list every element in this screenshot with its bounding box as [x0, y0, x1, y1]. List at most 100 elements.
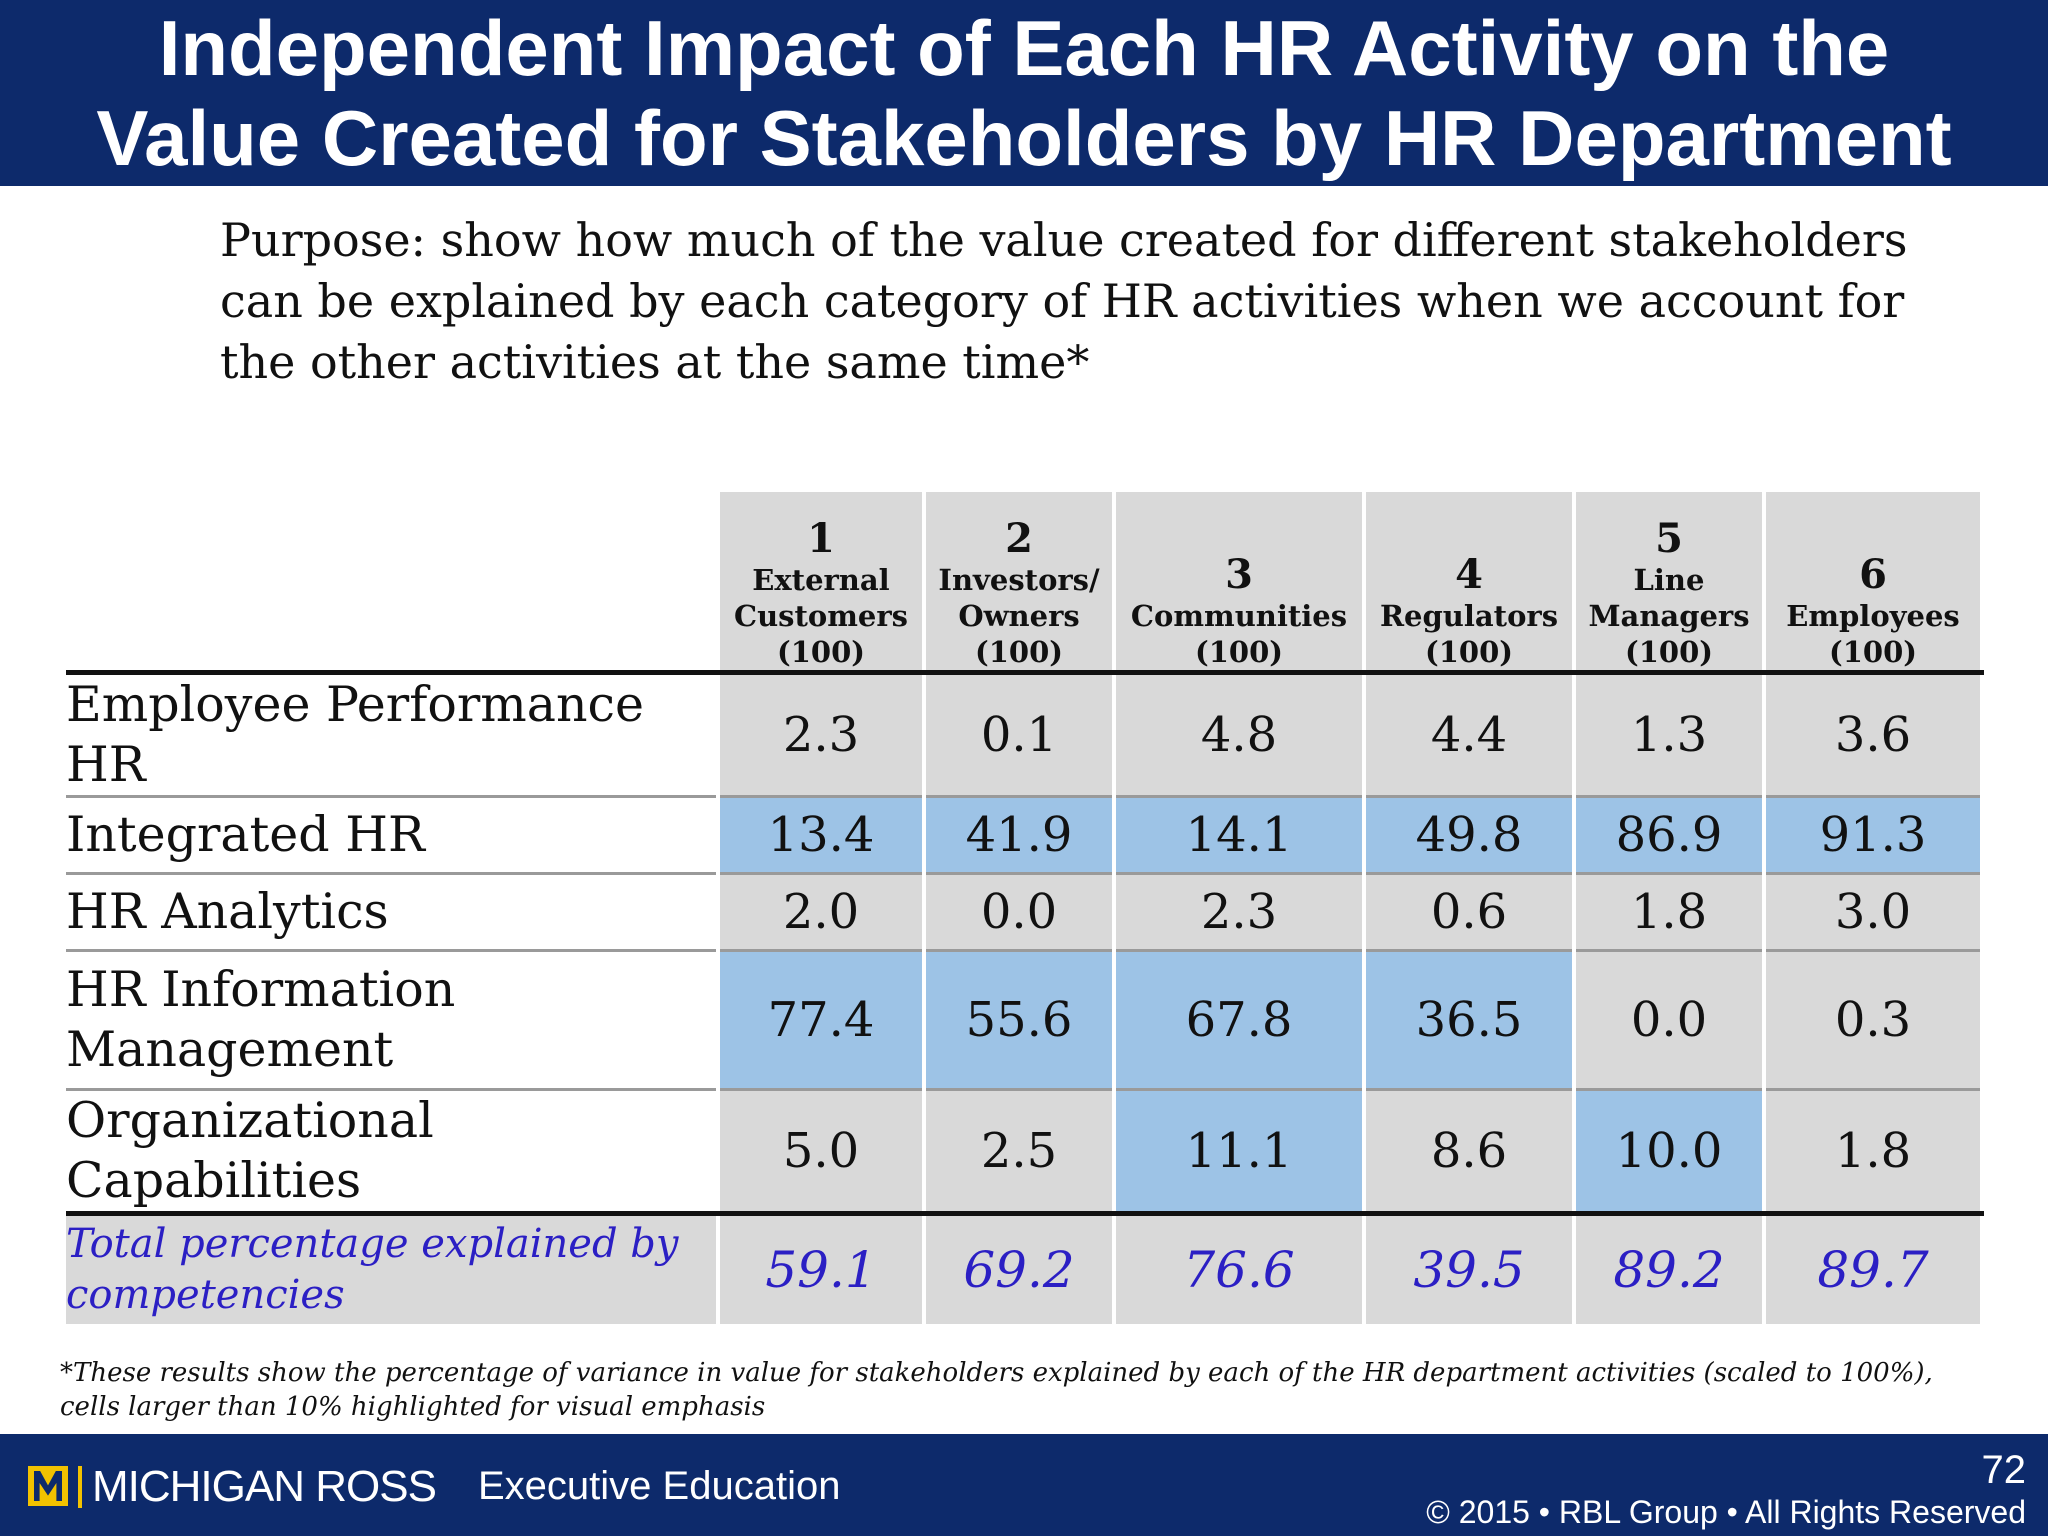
value-cell-highlighted: 10.0 [1572, 1088, 1766, 1214]
value-cell-highlighted: 36.5 [1362, 949, 1576, 1090]
logo-divider [78, 1466, 82, 1508]
purpose-line-3: the other activities at the same time* [220, 335, 1090, 389]
col-header-regulators: 4 Regulators (100) [1362, 492, 1576, 673]
total-value-cell: 76.6 [1112, 1211, 1366, 1324]
row-label-line-1: Employee Performance HR [66, 676, 644, 793]
value-cell: 1.8 [1762, 1088, 1984, 1214]
footer-bar [0, 1434, 2048, 1536]
table-row: HR Information Management 77.4 55.6 67.8… [66, 949, 1984, 1090]
col-label-line-2: Communities [1130, 599, 1348, 633]
value-cell: 0.0 [1572, 949, 1766, 1090]
value-cell-highlighted: 55.6 [922, 949, 1116, 1090]
col-label-line-2: Employees [1786, 599, 1960, 633]
table-row: Organizational Capabilities 5.0 2.5 11.1… [66, 1088, 1984, 1214]
table-row: Integrated HR 13.4 41.9 14.1 49.8 86.9 9… [66, 795, 1984, 874]
value-cell-highlighted: 11.1 [1112, 1088, 1366, 1214]
col-label-line-1: External [752, 563, 890, 597]
col-number: 3 [1225, 551, 1253, 598]
page-number: 72 [1981, 1448, 2027, 1492]
row-label: Organizational Capabilities [66, 1088, 718, 1214]
col-label-line-3: (100) [1829, 635, 1917, 669]
michigan-block-m-icon [28, 1466, 68, 1506]
value-cell: 8.6 [1362, 1088, 1576, 1214]
header-row: 1 External Customers (100) 2 Investors/ … [66, 492, 1984, 673]
col-header-employees: 6 Employees (100) [1762, 492, 1984, 673]
col-header-investors-owners: 2 Investors/ Owners (100) [922, 492, 1116, 673]
row-label-line-1: Organizational Capabilities [66, 1092, 434, 1209]
value-cell: 2.3 [1112, 872, 1366, 951]
col-number: 1 [807, 515, 835, 562]
value-cell: 4.8 [1112, 670, 1366, 797]
col-header-line-managers: 5 Line Managers (100) [1572, 492, 1766, 673]
row-label: Employee Performance HR [66, 670, 718, 797]
total-row-label: Total percentage explained by competenci… [66, 1211, 718, 1324]
value-cell: 0.0 [922, 872, 1116, 951]
total-value-cell: 39.5 [1362, 1211, 1576, 1324]
title-line-2: Value Created for Stakeholders by HR Dep… [96, 94, 1952, 182]
col-label-line-2: Customers [734, 599, 908, 633]
value-cell: 2.5 [922, 1088, 1116, 1214]
purpose-line-2: can be explained by each category of HR … [220, 274, 1905, 328]
row-label: HR Analytics [66, 872, 718, 951]
purpose-text: Purpose: show how much of the value crea… [220, 210, 1920, 393]
col-number: 2 [1005, 515, 1033, 562]
total-value-cell: 89.2 [1572, 1211, 1766, 1324]
total-label-line-1: Total percentage explained by [66, 1221, 679, 1267]
col-number: 6 [1859, 551, 1887, 598]
col-label-line-3: (100) [1195, 635, 1283, 669]
value-cell-highlighted: 49.8 [1362, 795, 1576, 874]
footnote-line-2: cells larger than 10% highlighted for vi… [60, 1392, 766, 1422]
col-label-line-3: (100) [975, 635, 1063, 669]
value-cell: 1.3 [1572, 670, 1766, 797]
row-label-line-1: HR Analytics [66, 883, 389, 940]
slide-title: Independent Impact of Each HR Activity o… [0, 0, 2048, 186]
col-number: 4 [1455, 551, 1483, 598]
footnote-line-1: *These results show the percentage of va… [60, 1358, 1933, 1388]
col-label-line-2: Owners [958, 599, 1080, 633]
value-cell: 3.0 [1762, 872, 1984, 951]
col-label-line-3: (100) [777, 635, 865, 669]
value-cell: 3.6 [1762, 670, 1984, 797]
table-row: Employee Performance HR 2.3 0.1 4.8 4.4 … [66, 670, 1984, 797]
value-cell: 0.3 [1762, 949, 1984, 1090]
value-cell: 2.0 [716, 872, 926, 951]
total-value-cell: 69.2 [922, 1211, 1116, 1324]
value-cell: 0.6 [1362, 872, 1576, 951]
row-label-line-2: Management [66, 1021, 394, 1078]
value-cell: 5.0 [716, 1088, 926, 1214]
value-cell-highlighted: 86.9 [1572, 795, 1766, 874]
col-header-external-customers: 1 External Customers (100) [716, 492, 926, 673]
title-line-1: Independent Impact of Each HR Activity o… [158, 4, 1890, 92]
col-label-line-3: (100) [1425, 635, 1513, 669]
value-cell: 0.1 [922, 670, 1116, 797]
value-cell: 2.3 [716, 670, 926, 797]
title-banner [0, 0, 2048, 186]
row-label-line-1: Integrated HR [66, 806, 425, 863]
value-cell-highlighted: 14.1 [1112, 795, 1366, 874]
row-label: HR Information Management [66, 949, 718, 1090]
col-label-line-1: Line [1633, 563, 1705, 597]
copyright-notice: © 2015 • RBL Group • All Rights Reserved [1426, 1494, 2026, 1530]
value-cell-highlighted: 67.8 [1112, 949, 1366, 1090]
col-label-line-2: Managers [1588, 599, 1750, 633]
col-number: 5 [1655, 515, 1683, 562]
row-label: Integrated HR [66, 795, 718, 874]
michigan-ross-logo-text: MICHIGAN ROSS [92, 1462, 437, 1511]
purpose-line-1: Purpose: show how much of the value crea… [220, 213, 1908, 267]
col-header-communities: 3 Communities (100) [1112, 492, 1366, 673]
total-row: Total percentage explained by competenci… [66, 1211, 1984, 1324]
total-label-line-2: competencies [66, 1272, 345, 1318]
results-table: 1 External Customers (100) 2 Investors/ … [66, 492, 1984, 1324]
footnote: *These results show the percentage of va… [60, 1356, 1960, 1424]
executive-education-label: Executive Education [478, 1464, 841, 1508]
value-cell: 1.8 [1572, 872, 1766, 951]
value-cell-highlighted: 41.9 [922, 795, 1116, 874]
table-row: HR Analytics 2.0 0.0 2.3 0.6 1.8 3.0 [66, 872, 1984, 951]
total-value-cell: 89.7 [1762, 1211, 1984, 1324]
col-label-line-1: Investors/ [938, 563, 1100, 597]
row-label-line-1: HR Information [66, 961, 456, 1018]
col-label-line-2: Regulators [1379, 599, 1559, 633]
total-value-cell: 59.1 [716, 1211, 926, 1324]
value-cell-highlighted: 77.4 [716, 949, 926, 1090]
header-blank-cell [66, 492, 718, 673]
